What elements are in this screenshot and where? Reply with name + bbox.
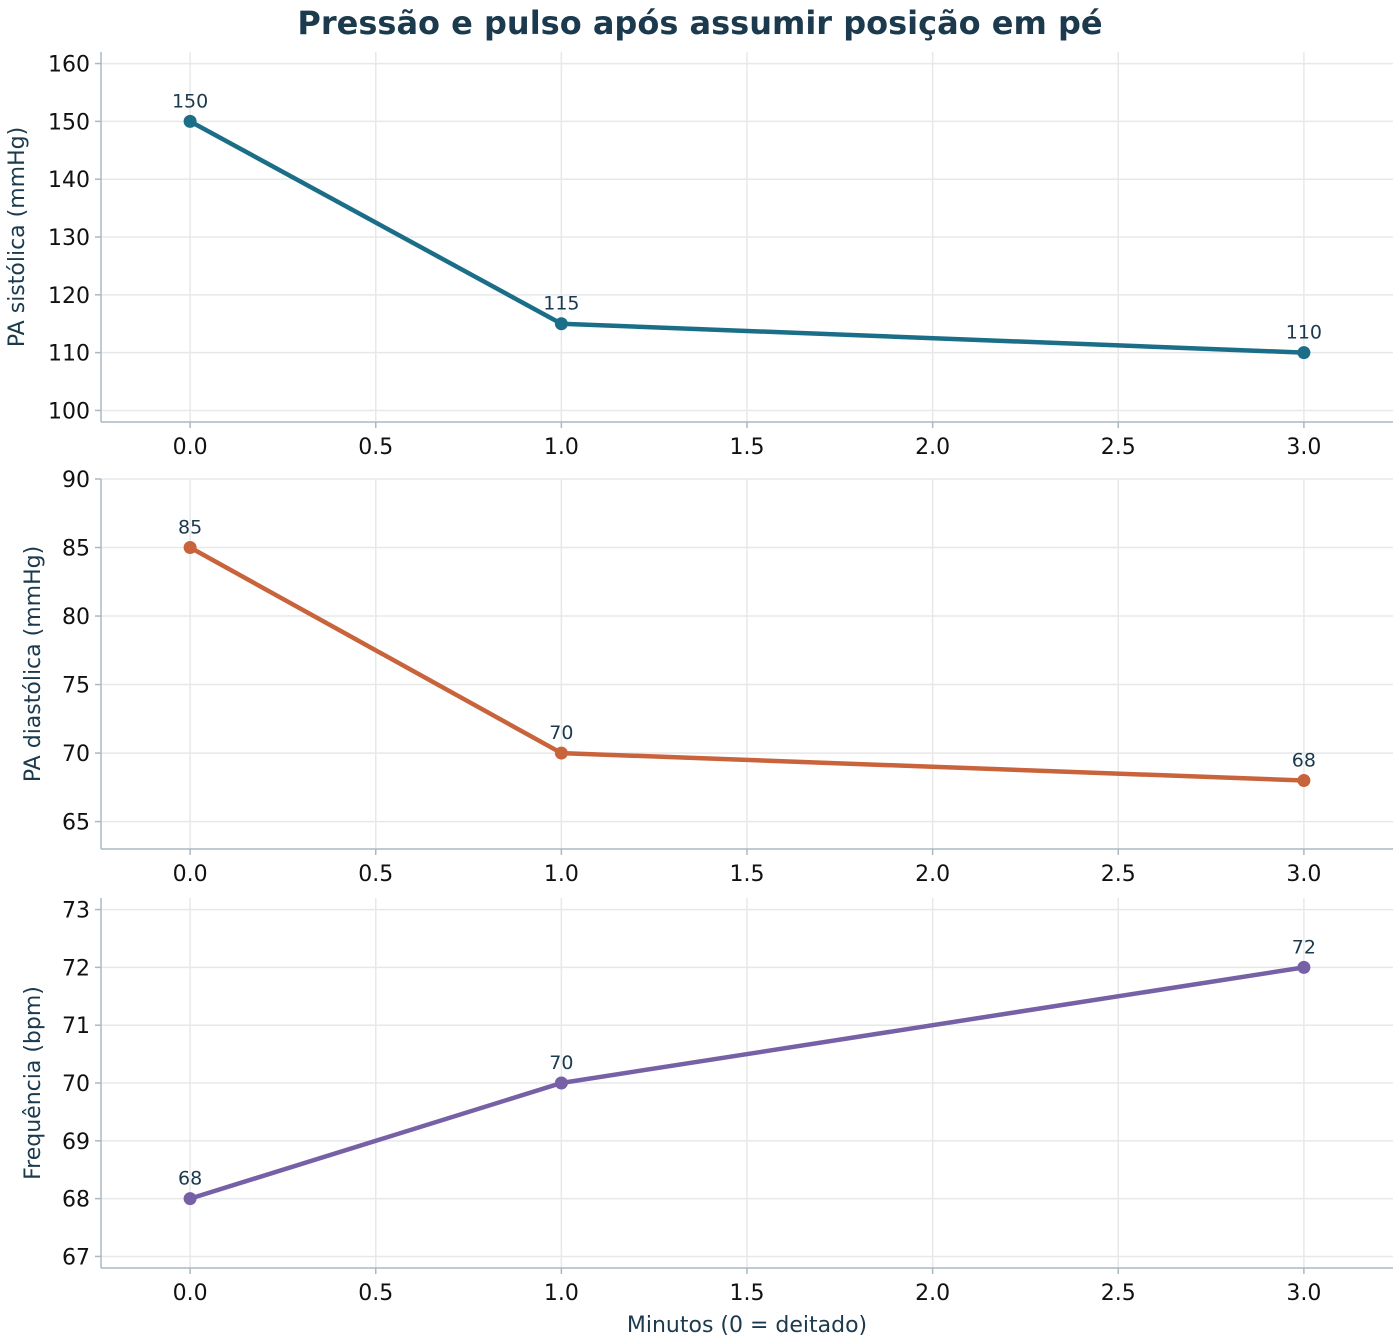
y-axis-label: Frequência (bpm) xyxy=(21,986,46,1180)
y-tick-label: 140 xyxy=(48,168,90,193)
y-tick-label: 72 xyxy=(62,956,90,981)
data-point xyxy=(1297,960,1311,974)
data-point xyxy=(554,746,568,760)
x-tick-label: 0.5 xyxy=(358,435,393,460)
y-tick-label: 120 xyxy=(48,284,90,309)
x-tick-label: 1.0 xyxy=(544,862,579,887)
y-tick-label: 80 xyxy=(62,605,90,630)
y-tick-label: 150 xyxy=(48,110,90,135)
y-tick-label: 100 xyxy=(48,399,90,424)
data-point xyxy=(183,1192,197,1206)
x-tick-label: 2.5 xyxy=(1101,1281,1136,1306)
chart-title: Pressão e pulso após assumir posição em … xyxy=(297,4,1103,42)
y-tick-label: 70 xyxy=(62,742,90,767)
data-label: 115 xyxy=(543,293,579,315)
x-tick-label: 2.0 xyxy=(915,435,950,460)
y-tick-label: 71 xyxy=(62,1014,90,1039)
y-tick-label: 70 xyxy=(62,1072,90,1097)
y-axis-label: PA sistólica (mmHg) xyxy=(5,127,30,347)
y-tick-label: 85 xyxy=(62,537,90,562)
x-tick-label: 2.5 xyxy=(1101,435,1136,460)
data-label: 110 xyxy=(1286,322,1322,344)
x-tick-label: 3.0 xyxy=(1286,435,1321,460)
y-tick-label: 68 xyxy=(62,1188,90,1213)
x-tick-label: 0.0 xyxy=(173,435,208,460)
y-tick-label: 65 xyxy=(62,811,90,836)
data-label: 72 xyxy=(1292,936,1316,958)
data-point xyxy=(554,1076,568,1090)
x-tick-label: 1.5 xyxy=(730,1281,765,1306)
data-label: 150 xyxy=(172,90,208,112)
x-tick-label: 2.0 xyxy=(915,862,950,887)
subplot-2: 0.0 0.5 1.0 1.5 2.0 2.5 3.0 65 70 75 80 85 90 PA dias… xyxy=(21,468,1393,887)
data-label: 70 xyxy=(549,722,573,744)
data-label: 68 xyxy=(178,1168,202,1190)
y-tick-label: 67 xyxy=(62,1245,90,1270)
data-point xyxy=(1297,346,1311,360)
y-axis-label: PA diastólica (mmHg) xyxy=(21,546,46,782)
y-tick-label: 90 xyxy=(62,468,90,493)
data-point xyxy=(554,317,568,331)
x-tick-label: 1.0 xyxy=(544,435,579,460)
data-point xyxy=(183,541,197,555)
y-tick-label: 69 xyxy=(62,1130,90,1155)
data-label: 70 xyxy=(549,1052,573,1074)
x-tick-label: 3.0 xyxy=(1286,862,1321,887)
y-tick-label: 110 xyxy=(48,342,90,367)
subplot-1: 0.0 0.5 1.0 1.5 2.0 2.5 3.0 100 110 120 130 140 150 1… xyxy=(5,52,1393,460)
x-tick-label: 2.0 xyxy=(915,1281,950,1306)
data-point xyxy=(1297,773,1311,787)
y-tick-label: 75 xyxy=(62,674,90,699)
x-tick-label: 1.5 xyxy=(730,862,765,887)
x-tick-label: 3.0 xyxy=(1286,1281,1321,1306)
data-label: 68 xyxy=(1292,749,1316,771)
x-tick-label: 0.5 xyxy=(358,1281,393,1306)
x-tick-label: 1.5 xyxy=(730,435,765,460)
y-tick-label: 73 xyxy=(62,899,90,924)
data-point xyxy=(183,114,197,128)
x-tick-label: 0.0 xyxy=(173,862,208,887)
subplot-3: 0.0 0.5 1.0 1.5 2.0 2.5 3.0 67 68 69 70 71 72 73 Frequ… xyxy=(21,898,1393,1338)
x-tick-label: 2.5 xyxy=(1101,862,1136,887)
data-label: 85 xyxy=(178,517,202,539)
y-tick-label: 160 xyxy=(48,53,90,78)
x-tick-label: 0.0 xyxy=(173,1281,208,1306)
x-tick-label: 1.0 xyxy=(544,1281,579,1306)
y-tick-label: 130 xyxy=(48,226,90,251)
x-axis-label: Minutos (0 = deitado) xyxy=(627,1313,867,1338)
x-tick-label: 0.5 xyxy=(358,862,393,887)
